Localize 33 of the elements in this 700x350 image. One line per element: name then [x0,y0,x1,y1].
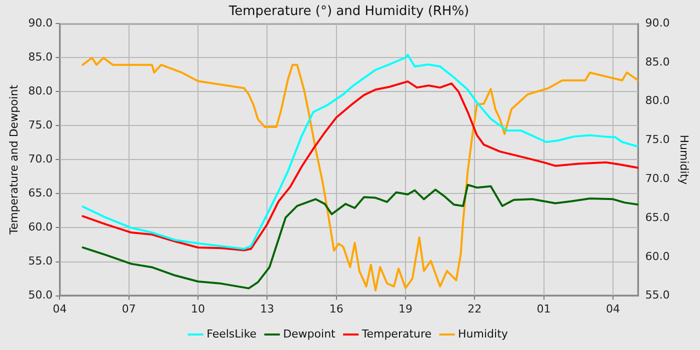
x-tick-label: 04 [606,302,620,316]
x-tick-label: 07 [122,302,136,316]
x-tick-label: 10 [191,302,206,316]
legend-label: Dewpoint [283,327,336,340]
x-tick-label: 13 [260,302,274,316]
y-tick-label: 50.0 [28,288,53,302]
y2-tick-label: 85.0 [645,55,670,68]
y-tick-label: 75.0 [28,118,53,132]
y2-tick-label: 55.0 [645,288,670,302]
legend-label: FeelsLike [206,327,257,340]
x-tick-label: 04 [52,302,67,316]
x-tick-label: 16 [329,302,344,316]
x-tick-label: 19 [398,302,412,316]
y-tick-label: 80.0 [28,84,53,98]
x-tick-label: 01 [536,302,551,316]
y2-tick-label: 65.0 [645,210,670,224]
y-tick-label: 60.0 [28,220,53,234]
y2-axis-title: Humidity [678,134,691,186]
y2-tick-label: 70.0 [645,172,670,185]
y-tick-label: 85.0 [28,50,53,64]
y-tick-label: 90.0 [28,16,53,30]
y2-tick-label: 90.0 [645,16,670,30]
y-tick-label: 65.0 [28,186,53,200]
y-tick-label: 55.0 [28,254,53,268]
chart-title: Temperature (°) and Humidity (RH%) [228,4,470,20]
legend-label: Humidity [458,327,508,340]
y2-tick-label: 80.0 [645,94,670,108]
y2-tick-label: 75.0 [645,133,670,146]
y-axis-title: Temperature and Dewpoint [7,84,20,236]
legend-label: Temperature [360,327,432,340]
y-tick-label: 70.0 [28,152,53,166]
y2-tick-label: 60.0 [645,250,670,263]
x-tick-label: 22 [468,302,482,316]
